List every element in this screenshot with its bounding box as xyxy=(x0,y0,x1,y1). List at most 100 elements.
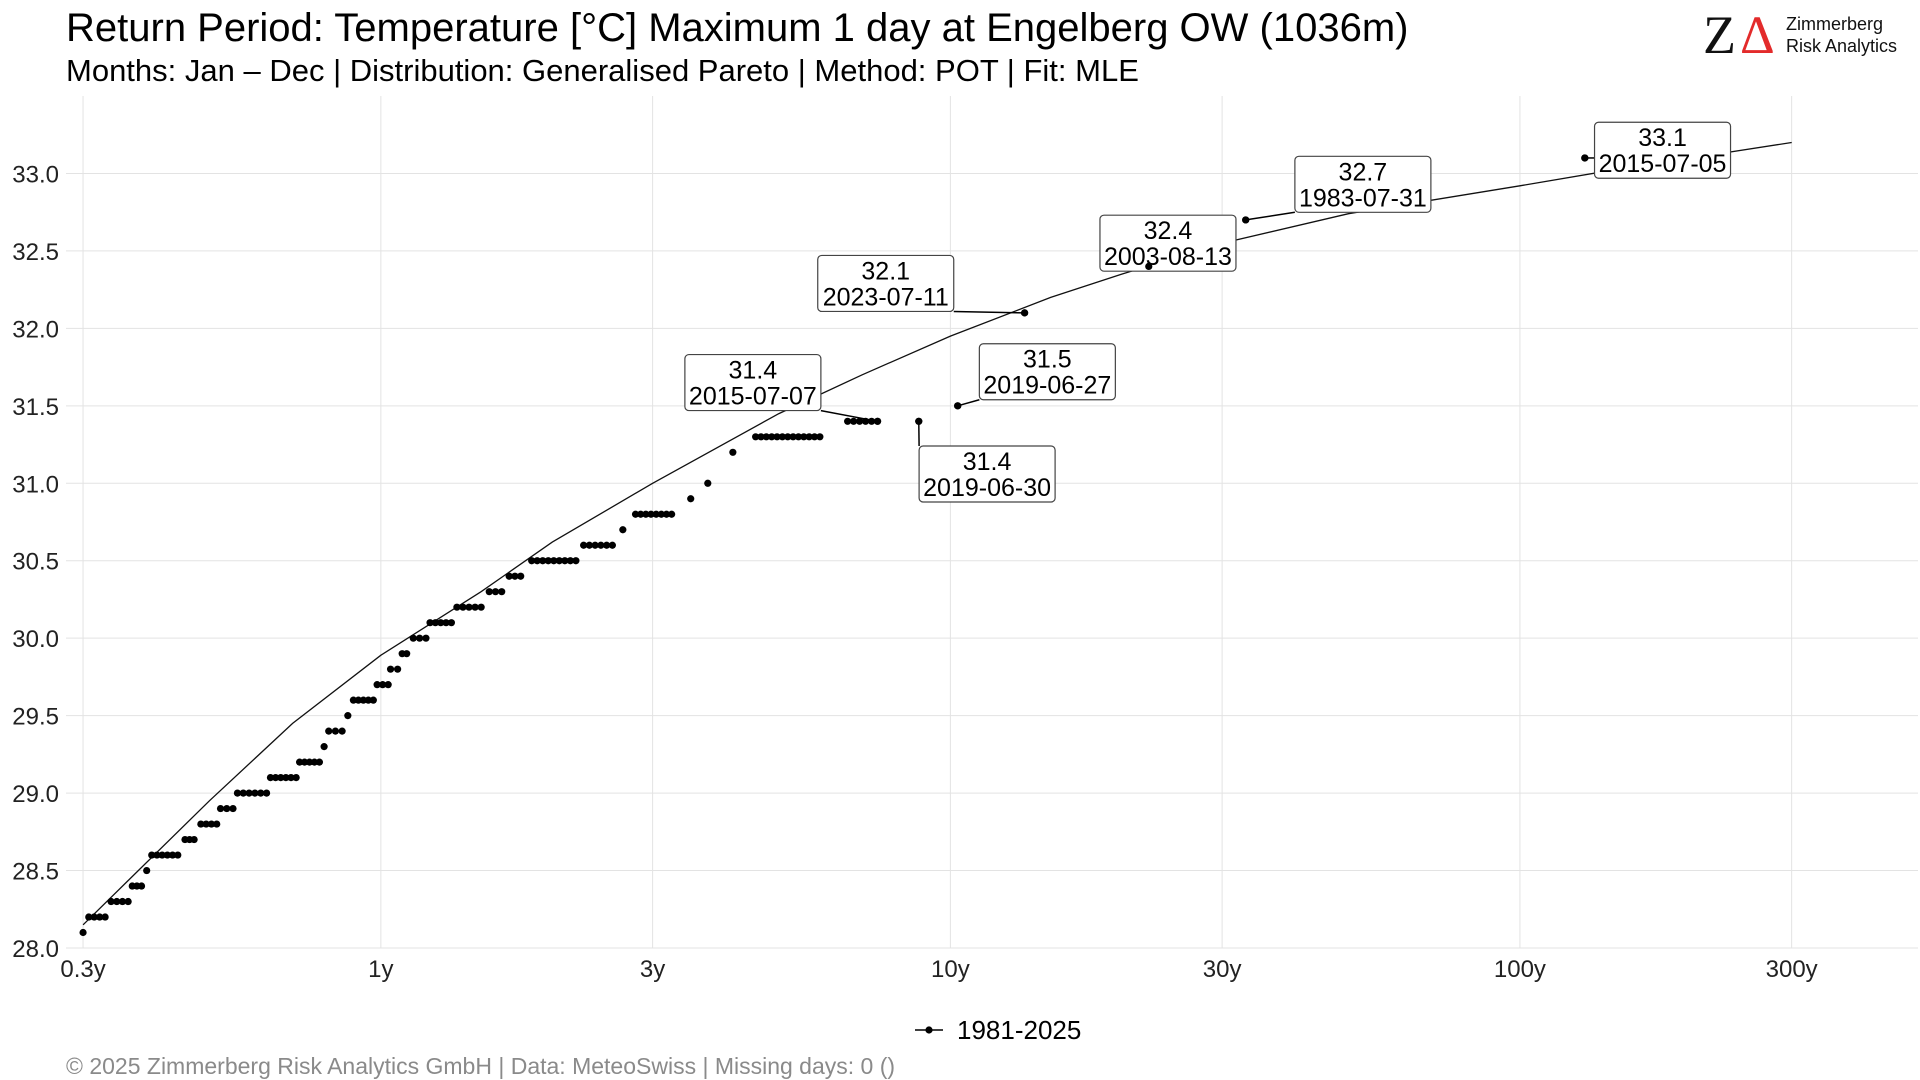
data-point xyxy=(789,433,797,441)
data-point xyxy=(79,928,87,937)
data-point xyxy=(647,510,655,518)
data-point xyxy=(320,743,328,751)
y-tick-label: 32.0 xyxy=(12,316,59,343)
data-point xyxy=(223,804,231,813)
annotation-box xyxy=(1593,121,1732,179)
annotation-date: 2023-07-11 xyxy=(823,283,949,311)
data-point xyxy=(359,696,367,704)
annotations: 31.42015-07-0731.42019-06-3031.52019-06-… xyxy=(684,121,1732,503)
data-point xyxy=(416,634,424,642)
data-point xyxy=(174,851,182,859)
data-point xyxy=(773,433,781,441)
annotation-value: 31.4 xyxy=(729,357,778,385)
data-point xyxy=(637,510,645,518)
logo-line2: Risk Analytics xyxy=(1786,36,1897,56)
data-point xyxy=(784,433,792,441)
data-point xyxy=(810,433,819,441)
y-tick-label: 28.5 xyxy=(12,859,59,886)
data-point xyxy=(453,603,461,611)
y-tick-label: 33.0 xyxy=(12,161,59,188)
data-point xyxy=(287,774,295,782)
annotation-value: 32.4 xyxy=(1144,217,1193,245)
annotated-point xyxy=(1145,262,1153,270)
data-point xyxy=(687,495,695,503)
data-point xyxy=(197,820,205,828)
annotated-point xyxy=(1242,216,1250,224)
y-tick-label: 28.0 xyxy=(12,936,59,963)
annotation-value: 31.5 xyxy=(1023,346,1072,374)
data-point xyxy=(816,433,824,441)
data-point xyxy=(437,619,445,627)
y-axis-ticks: 28.0 28.5 29.0 29.5 30.0 30.5 31.0 31.5 32.0 32.5… xyxy=(12,161,59,963)
annotation-leader xyxy=(957,399,980,407)
annotation-value: 33.1 xyxy=(1638,124,1687,152)
data-point xyxy=(498,588,506,596)
data-point xyxy=(373,681,381,689)
annotation-box xyxy=(1294,155,1432,213)
y-tick-label: 32.5 xyxy=(12,239,59,266)
data-point xyxy=(465,603,473,611)
annotation-date: 2003-08-13 xyxy=(1104,243,1232,271)
data-point xyxy=(148,851,156,859)
data-point xyxy=(850,417,858,425)
annotation-box xyxy=(817,254,955,313)
data-point xyxy=(251,789,259,797)
data-point xyxy=(229,804,237,813)
annotated-point xyxy=(873,417,882,425)
data-point xyxy=(442,619,450,627)
data-point xyxy=(216,804,225,813)
data-point xyxy=(855,417,864,425)
chart-title: Return Period: Temperature [°C] Maximum … xyxy=(66,6,1408,50)
data-point xyxy=(800,433,808,441)
data-point xyxy=(113,897,121,906)
data-point xyxy=(505,572,513,580)
data-point xyxy=(107,897,115,906)
data-point xyxy=(233,789,242,797)
data-point xyxy=(580,541,588,549)
data-point xyxy=(158,851,166,859)
data-point xyxy=(603,541,611,549)
annotation-date: 2015-07-07 xyxy=(689,383,817,411)
data-point xyxy=(85,913,93,921)
data-point xyxy=(124,897,132,906)
data-point xyxy=(662,510,671,518)
annotation-value: 32.7 xyxy=(1339,158,1388,186)
data-point xyxy=(561,557,569,565)
annotation-date: 2019-06-27 xyxy=(983,372,1111,400)
data-point xyxy=(296,758,304,766)
annotated-point xyxy=(954,402,962,410)
data-point xyxy=(704,479,712,487)
data-point xyxy=(90,913,98,921)
y-tick-label: 31.5 xyxy=(12,394,59,421)
data-point xyxy=(762,433,770,441)
data-point xyxy=(163,851,171,859)
data-point xyxy=(190,835,198,844)
data-point xyxy=(631,510,640,518)
logo-mark-z: Z xyxy=(1703,5,1736,65)
annotation-box xyxy=(1099,214,1237,272)
y-tick-label: 30.0 xyxy=(12,626,59,653)
data-point xyxy=(257,789,265,797)
data-point xyxy=(668,510,676,518)
annotation-box xyxy=(684,353,822,412)
data-point xyxy=(768,433,776,441)
data-point xyxy=(539,557,547,565)
data-point xyxy=(794,433,803,441)
data-point xyxy=(379,681,387,689)
annotation-value: 31.4 xyxy=(963,448,1012,476)
data-point xyxy=(555,557,563,565)
data-point xyxy=(213,820,221,828)
data-point xyxy=(325,727,333,735)
data-point xyxy=(143,866,151,875)
data-point xyxy=(597,541,605,549)
annotation-box xyxy=(978,343,1116,401)
data-point xyxy=(266,774,275,782)
data-point xyxy=(485,588,493,596)
annotated-point xyxy=(1021,309,1029,317)
annotation-leader xyxy=(953,310,1025,314)
